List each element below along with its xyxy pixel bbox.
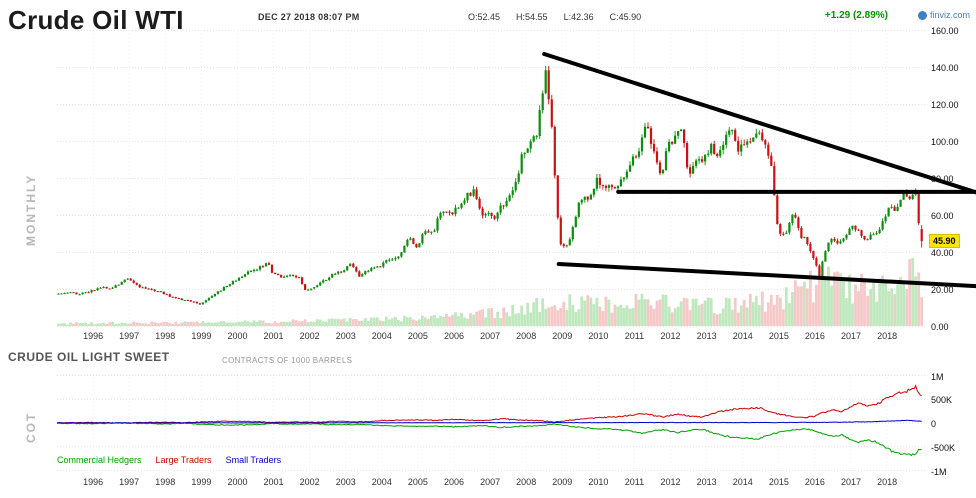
finviz-link[interactable]: finviz.com [917, 10, 970, 20]
cot-line-large-traders [56, 384, 922, 424]
finviz-logo-icon [917, 10, 927, 20]
candles [57, 65, 923, 305]
volume-bars [57, 258, 924, 326]
price-gridlines [57, 30, 925, 327]
trendlines [542, 52, 976, 289]
trendline [556, 262, 976, 289]
cot-line-commercial-hedgers [56, 422, 922, 457]
finviz-link-label: finviz.com [929, 10, 970, 20]
cot-series [56, 384, 922, 457]
trendline [542, 52, 976, 195]
cot-line-small-traders [56, 419, 922, 424]
